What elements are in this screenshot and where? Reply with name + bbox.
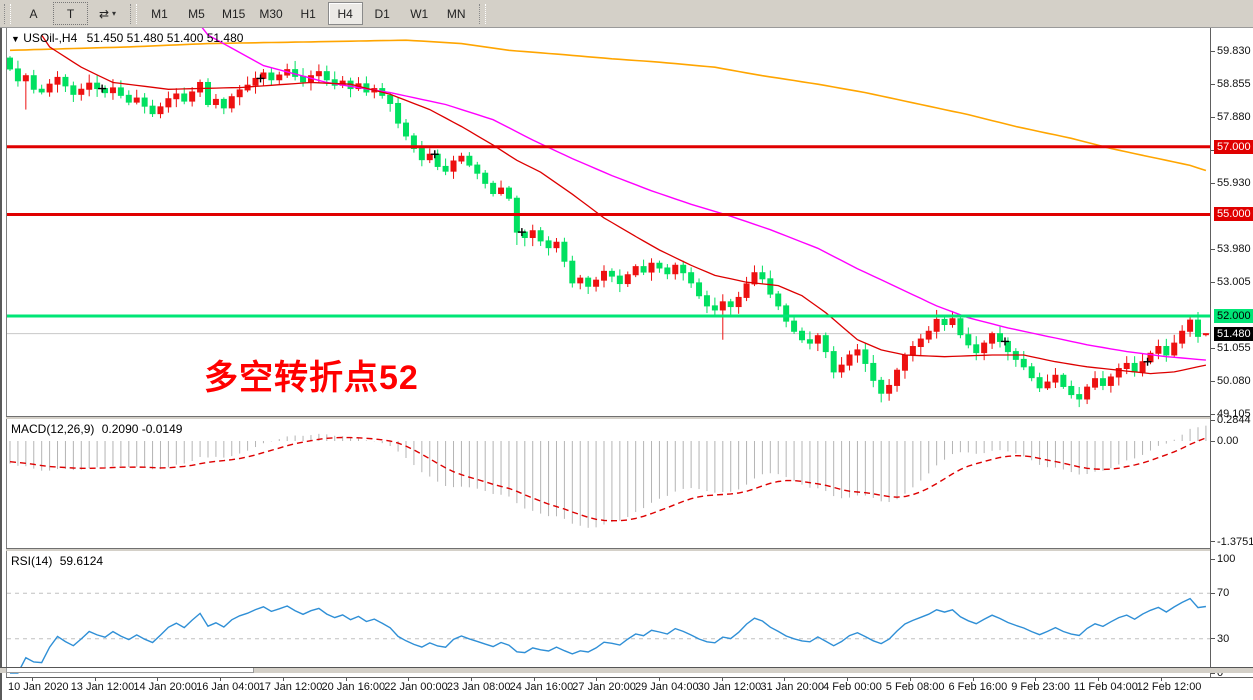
axis-tick: 58.855 bbox=[1211, 78, 1251, 90]
time-tick bbox=[533, 678, 535, 681]
time-tick bbox=[1035, 678, 1037, 681]
time-label: 13 Jan 12:00 bbox=[70, 681, 135, 693]
time-tick bbox=[847, 678, 849, 681]
price-badge-57.000: 57.000 bbox=[1214, 139, 1253, 154]
timeframe-button-mn[interactable]: MN bbox=[446, 6, 466, 21]
rsi-panel: RSI(14) 59.6124 bbox=[6, 551, 1211, 677]
price-badge-52.000: 52.000 bbox=[1214, 309, 1253, 324]
axis-tick: 53.005 bbox=[1211, 276, 1251, 288]
timeframe-button-w1[interactable]: W1 bbox=[410, 6, 429, 21]
pointer-tool-button[interactable]: ⇄ ▾ bbox=[90, 2, 125, 25]
toolbar-grip[interactable] bbox=[4, 3, 11, 24]
axis-tick: 55.930 bbox=[1211, 177, 1251, 189]
macd-chart bbox=[9, 425, 1207, 528]
time-label: 23 Jan 08:00 bbox=[446, 681, 511, 693]
timeframe-button-h1[interactable]: H1 bbox=[300, 6, 316, 21]
timeframe-button-m30[interactable]: M30 bbox=[259, 6, 283, 21]
time-tick bbox=[784, 678, 786, 681]
time-tick bbox=[94, 678, 96, 681]
rsi-label: RSI(14) 59.6124 bbox=[11, 554, 104, 568]
time-label: 11 Feb 04:00 bbox=[1073, 681, 1138, 693]
time-tick bbox=[1097, 678, 1099, 681]
time-label: 27 Jan 20:00 bbox=[572, 681, 636, 693]
time-tick bbox=[721, 678, 723, 681]
scrollbar-thumb[interactable] bbox=[6, 668, 254, 673]
candlestick-chart bbox=[7, 28, 1211, 408]
toolbar-grip-3[interactable] bbox=[478, 3, 486, 24]
time-tick bbox=[157, 678, 159, 681]
time-axis: 10 Jan 2020 13 Jan 12:00 14 Jan 20:00 16 Ja… bbox=[6, 677, 1253, 696]
time-label: 30 Jan 12:00 bbox=[697, 681, 762, 693]
text-label-button[interactable]: T bbox=[53, 2, 88, 25]
axis-tick: 70 bbox=[1211, 587, 1229, 599]
axis-tick: 0 bbox=[1211, 667, 1223, 679]
axis-tick: 49.105 bbox=[1211, 408, 1251, 420]
time-tick bbox=[596, 678, 598, 681]
axis-tick: 0.00 bbox=[1211, 435, 1238, 447]
time-tick bbox=[345, 678, 347, 681]
time-tick bbox=[972, 678, 974, 681]
time-tick bbox=[408, 678, 410, 681]
chart-title: ▼ USOil-,H4 51.450 51.480 51.400 51.480 bbox=[11, 31, 243, 45]
axis-tick: 50.080 bbox=[1211, 375, 1251, 387]
axis-tick: 100 bbox=[1211, 553, 1235, 565]
panel-separator[interactable] bbox=[6, 416, 1210, 420]
time-label: 9 Feb 23:00 bbox=[1011, 681, 1070, 693]
time-label: 20 Jan 16:00 bbox=[321, 681, 386, 693]
symbol-title: USOil-,H4 bbox=[23, 31, 78, 45]
time-tick bbox=[470, 678, 472, 681]
annotate-text-button[interactable]: A bbox=[29, 6, 38, 21]
toolbar: A T ⇄ ▾ M1 M5 M15 M30 H1 H4 D1 W1 MN bbox=[0, 0, 1253, 28]
axis-tick: 30 bbox=[1211, 633, 1229, 645]
axis-tick: 53.980 bbox=[1211, 243, 1251, 255]
time-label: 5 Feb 08:00 bbox=[885, 681, 945, 693]
price-axis: 59.83058.85557.88056.90555.93053.98053.0… bbox=[1210, 28, 1253, 679]
price-badge-51.480: 51.480 bbox=[1214, 326, 1253, 341]
chart-annotation-text: 多空转折点52 bbox=[204, 359, 419, 397]
dropdown-caret-icon: ▾ bbox=[112, 9, 117, 18]
timeframe-button-h4[interactable]: H4 bbox=[327, 2, 363, 25]
chart-window: ▼ USOil-,H4 51.450 51.480 51.400 51.480 … bbox=[0, 28, 1253, 700]
ohlc-values: 51.450 51.480 51.400 51.480 bbox=[86, 31, 244, 45]
axis-tick: -1.3751 bbox=[1211, 536, 1253, 548]
price-badge-55.000: 55.000 bbox=[1214, 207, 1253, 222]
timeframe-button-d1[interactable]: D1 bbox=[374, 6, 390, 21]
timeframe-button-m15[interactable]: M15 bbox=[222, 6, 246, 21]
window-left-frame bbox=[0, 28, 2, 700]
main-chart-panel: ▼ USOil-,H4 51.450 51.480 51.400 51.480 … bbox=[6, 28, 1211, 416]
rsi-chart bbox=[7, 592, 1211, 674]
time-label: 22 Jan 00:00 bbox=[384, 681, 448, 693]
time-tick bbox=[659, 678, 660, 681]
timeframe-button-m5[interactable]: M5 bbox=[188, 6, 205, 21]
time-tick bbox=[282, 678, 284, 681]
time-label: 10 Jan 2020 bbox=[8, 681, 69, 693]
timeframe-button-m1[interactable]: M1 bbox=[151, 6, 168, 21]
axis-tick: 0.2844 bbox=[1211, 414, 1251, 426]
timeframe-button-group: M1 M5 M15 M30 H1 H4 D1 W1 MN bbox=[141, 2, 475, 25]
macd-panel: MACD(12,26,9) 0.2090 -0.0149 bbox=[6, 419, 1211, 548]
time-label: 6 Feb 16:00 bbox=[948, 681, 1008, 693]
horizontal-scrollbar bbox=[0, 667, 1253, 673]
axis-tick: 51.055 bbox=[1211, 342, 1251, 354]
time-label: 24 Jan 16:00 bbox=[509, 681, 574, 693]
time-label: 12 Feb 12:00 bbox=[1136, 681, 1202, 693]
panel-separator-2[interactable] bbox=[6, 548, 1210, 552]
time-label: 31 Jan 20:00 bbox=[760, 681, 825, 693]
time-label: 4 Feb 00:00 bbox=[823, 681, 882, 693]
time-tick bbox=[1160, 678, 1162, 681]
arrows-icon: ⇄ bbox=[98, 6, 110, 21]
time-label: 14 Jan 20:00 bbox=[133, 681, 198, 693]
time-tick bbox=[220, 678, 222, 681]
toolbar-grip-2[interactable] bbox=[130, 3, 137, 24]
symbol-dropdown-icon[interactable]: ▼ bbox=[11, 34, 20, 44]
time-tick bbox=[909, 678, 911, 681]
axis-tick: 57.880 bbox=[1211, 111, 1251, 123]
macd-label: MACD(12,26,9) 0.2090 -0.0149 bbox=[11, 422, 183, 436]
time-label: 17 Jan 12:00 bbox=[258, 681, 323, 693]
time-label: 29 Jan 04:00 bbox=[635, 681, 699, 693]
axis-tick: 59.830 bbox=[1211, 45, 1251, 57]
time-tick bbox=[32, 678, 33, 681]
time-label: 16 Jan 04:00 bbox=[196, 681, 260, 693]
